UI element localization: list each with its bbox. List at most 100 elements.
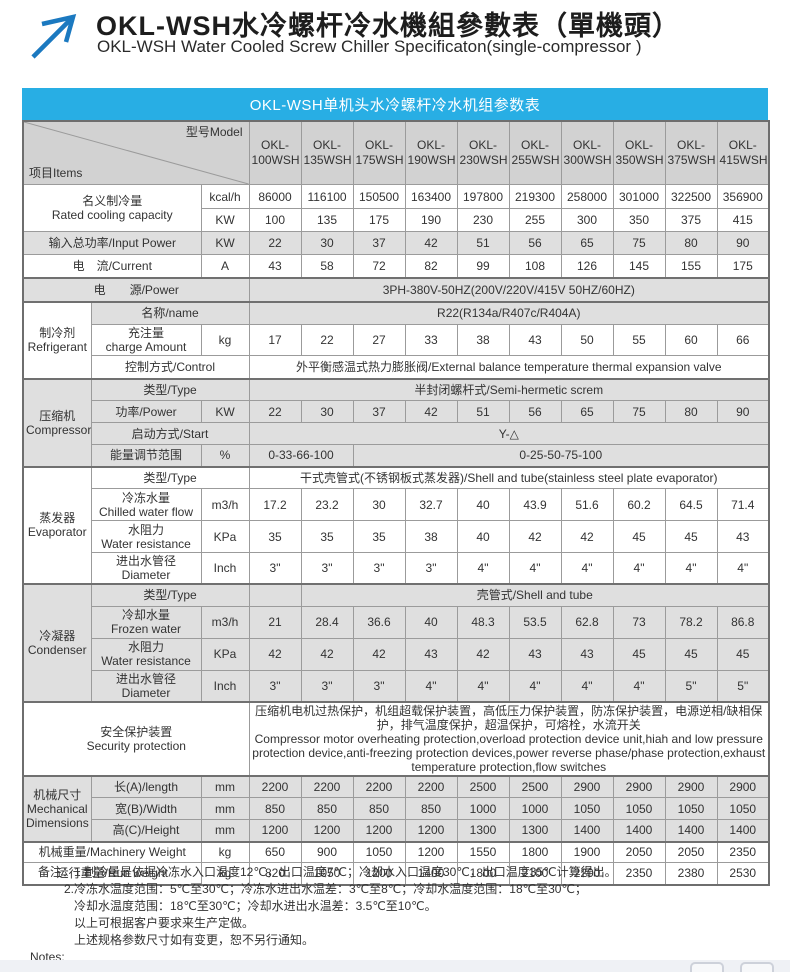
- group-label-cell: 制冷剂 Refrigerant: [22, 300, 92, 379]
- row-label-cell: 宽(B)/Width: [90, 797, 202, 820]
- model-header: OKL- 100WSH: [248, 120, 302, 185]
- value-cell: 155: [664, 254, 718, 278]
- value-cell: 45: [612, 520, 666, 553]
- model-header: OKL- 255WSH: [508, 120, 562, 185]
- model-label: 型号Model: [185, 125, 243, 139]
- value-cell: 230: [456, 208, 510, 232]
- value-cell: 3": [352, 552, 406, 585]
- value-cell: 45: [664, 520, 718, 553]
- value-cell: 21: [248, 605, 302, 639]
- value-cell: 30: [300, 400, 354, 423]
- value-cell: 1050: [352, 840, 406, 863]
- row-label-cell: 启动方式/Start: [90, 422, 250, 445]
- row-label-cell: 类型/Type: [90, 377, 250, 401]
- value-cell: 2900: [560, 774, 614, 798]
- value-cell: 2200: [352, 774, 406, 798]
- value-cell: 3PH-380V-50HZ(200V/220V/415V 50HZ/60HZ): [248, 276, 770, 302]
- row-label-cell: 名称/name: [90, 300, 250, 325]
- value-cell: 64.5: [664, 488, 718, 521]
- value-cell: 22: [248, 231, 302, 255]
- value-cell: 108: [508, 254, 562, 278]
- value-cell: 42: [456, 637, 510, 671]
- table-row: 压缩机 Compressor 类型/Type 半封闭螺杆式/Semi-hermeti…: [22, 377, 770, 467]
- unit-cell: A: [200, 254, 250, 278]
- value-cell: 2500: [456, 774, 510, 798]
- value-cell: 1900: [560, 840, 614, 863]
- value-cell: 38: [456, 324, 510, 356]
- value-cell: 28.4: [300, 605, 354, 639]
- value-cell: 65: [560, 400, 614, 423]
- value-cell: 65: [560, 231, 614, 255]
- value-cell: 1050: [716, 797, 770, 820]
- unit-cell: kg: [200, 862, 250, 885]
- page-subtitle: OKL-WSH Water Cooled Screw Chiller Speci…: [97, 37, 642, 56]
- value-cell: 38: [404, 520, 458, 553]
- note-line: 冷却水温度范围：18℃至30℃；冷却水进出水温差：3.5℃至10℃。: [74, 899, 437, 913]
- value-cell: 60.2: [612, 488, 666, 521]
- row-label-cell: 冷却水量 Frozen water: [90, 605, 202, 639]
- value-cell: 43: [716, 520, 770, 553]
- row-label-cell: 长(A)/length: [90, 774, 202, 798]
- value-cell: 43: [560, 637, 614, 671]
- table-row: 充注量 charge Amount kg 17 22 27 33 38 43 50 55 60 66: [23, 324, 770, 356]
- value-cell: 43: [508, 637, 562, 671]
- table-row: 冷冻水量 Chilled water flow m3/h 17.2 23.2 30 32.…: [23, 488, 770, 521]
- spec-table-head: 项目Items 型号Model OKL- 100WSH OKL- 135WSH OK…: [22, 120, 770, 185]
- model-header-row: 项目Items 型号Model OKL- 100WSH OKL- 135WSH OK…: [22, 120, 770, 185]
- unit-cell: KPa: [200, 520, 250, 553]
- unit-cell: KPa: [200, 637, 250, 671]
- value-cell: 4": [456, 669, 510, 702]
- value-cell: 外平衡感温式热力膨胀阀/External balance temperature…: [248, 355, 770, 379]
- value-cell: 2050: [612, 840, 666, 863]
- value-cell: 75: [612, 231, 666, 255]
- value-cell: 42: [508, 520, 562, 553]
- row-label-cell: 水阻力 Water resistance: [90, 637, 202, 671]
- value-cell: 258000: [560, 184, 614, 209]
- row-label-cell: 电 流/Current: [22, 254, 202, 278]
- group-label-cell: 压缩机 Compressor: [22, 377, 92, 467]
- table-row: 输入总功率/Input Power KW 22 30 37 42 51 56 65 75 80 90: [22, 231, 770, 255]
- table-row: 能量调节范围% 0-33-66-100 0-25-50-75-100: [23, 444, 770, 467]
- table-row: 启动方式/Start Y-△: [23, 422, 770, 445]
- value-cell: 50: [560, 324, 614, 356]
- table-row: 名义制冷量 Rated cooling capacity kcal/h 86000 1…: [22, 184, 770, 232]
- table-row: 水阻力 Water resistance KPa 35 35 35 38 40 42 42 45 4…: [23, 520, 770, 553]
- unit-cell: m3/h: [200, 605, 250, 639]
- value-cell: 150500: [352, 184, 406, 209]
- value-cell: 900: [300, 840, 354, 863]
- value-cell: [248, 583, 302, 607]
- value-cell: 650: [248, 840, 302, 863]
- value-cell: 1200: [404, 840, 458, 863]
- value-cell: 300: [560, 208, 614, 232]
- value-cell: 4": [404, 669, 458, 702]
- value-cell: 4": [560, 552, 614, 585]
- value-cell: 2200: [300, 774, 354, 798]
- value-cell: 56: [508, 231, 562, 255]
- table-banner: OKL-WSH单机头水冷螺杆冷水机组参数表: [22, 88, 768, 120]
- value-cell: 80: [664, 400, 718, 423]
- value-cell: 135: [300, 208, 354, 232]
- value-cell: 0-25-50-75-100: [352, 444, 770, 467]
- unit-cell: m3/h: [200, 488, 250, 521]
- note-line: 以上可根据客户要求来生产定做。: [74, 916, 255, 930]
- value-cell: 4": [664, 552, 718, 585]
- note-line: 2.冷冻水温度范围：5℃至30℃；冷冻水进出水温差：3℃至8℃；冷却水温度范围：…: [64, 882, 587, 896]
- value-cell: 72: [352, 254, 406, 278]
- value-cell: 2350: [716, 840, 770, 863]
- unit-cell: kg: [200, 840, 250, 863]
- value-cell: 35: [300, 520, 354, 553]
- row-label-cell: 功率/Power: [90, 400, 202, 423]
- value-cell: 2200: [248, 774, 302, 798]
- value-cell: 1300: [456, 819, 510, 842]
- value-cell: 71.4: [716, 488, 770, 521]
- model-header: OKL- 190WSH: [404, 120, 458, 185]
- value-cell: 850: [248, 797, 302, 820]
- table-row: 制冷剂 Refrigerant 名称/name R22(R134a/R407c/R4…: [22, 300, 770, 379]
- value-cell: 175: [352, 208, 406, 232]
- unit-cell: KW: [200, 208, 250, 232]
- value-cell: 1000: [508, 797, 562, 820]
- unit-cell: kcal/h: [200, 184, 250, 209]
- corner-cell: 项目Items 型号Model: [22, 120, 250, 185]
- row-label-cell: 控制方式/Control: [90, 355, 250, 379]
